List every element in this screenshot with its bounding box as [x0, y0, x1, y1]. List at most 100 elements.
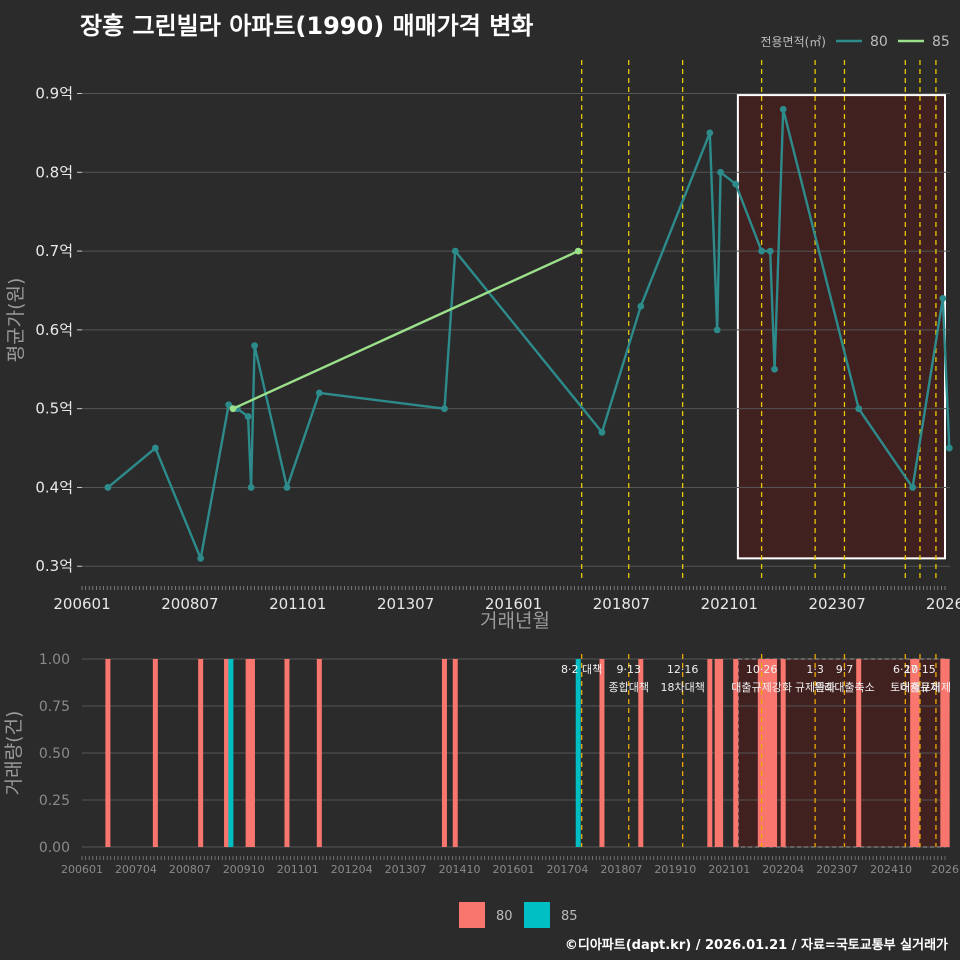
y-axis-title: 평균가(원) [5, 278, 27, 363]
bar-x-tick-label: 201807 [600, 863, 642, 876]
policy-label: 8·2 대책 [561, 663, 602, 676]
bar-x-tick-label: 2026 [931, 863, 959, 876]
policy-label: 6·27 [893, 663, 918, 676]
data-point-80 [758, 247, 766, 255]
bar-y-tick-label: 1.00 [39, 652, 70, 668]
policy-label: 규제완화 [795, 681, 835, 694]
data-point-80 [717, 168, 725, 176]
data-point-80 [225, 401, 233, 409]
bar-y-tick-label: 0.75 [39, 699, 70, 715]
bar-x-tick-label: 201204 [331, 863, 373, 876]
volume-bar-80 [914, 659, 920, 847]
chart-title: 장흥 그린빌라 아파트(1990) 매매가격 변화 [80, 12, 534, 40]
policy-label: 10·15 [904, 663, 936, 676]
volume-bar-80 [198, 659, 204, 847]
data-point-80 [637, 302, 645, 310]
policy-label: 9·13 [616, 663, 641, 676]
policy-label: 토허제 [921, 681, 951, 694]
x-tick-label: 2026 [926, 595, 960, 613]
data-point-80 [598, 428, 606, 436]
x-tick-label: 200601 [53, 595, 110, 613]
volume-bar-80 [772, 659, 778, 847]
x-tick-label: 201101 [269, 595, 326, 613]
volume-bar-80 [638, 659, 644, 847]
volume-bar-80 [780, 659, 786, 847]
volume-bar-80 [760, 659, 766, 847]
data-point-80 [732, 180, 740, 188]
policy-label: 9·7 [836, 663, 854, 676]
policy-label: 토허제 [890, 681, 920, 694]
data-point-80 [283, 484, 291, 491]
policy-label: 1·3 [806, 663, 824, 676]
data-point-80 [247, 484, 255, 491]
volume-bar-80 [718, 659, 724, 847]
bar-legend-swatch-80 [459, 902, 485, 928]
bar-y-tick-label: 0.25 [39, 793, 70, 809]
legend-title: 전용면적(㎡) [760, 35, 826, 49]
data-point-80 [771, 365, 778, 373]
bar-x-tick-label: 201601 [493, 863, 535, 876]
data-point-80 [706, 129, 714, 137]
volume-bar-80 [152, 659, 158, 847]
policy-label: 10·26 [746, 663, 778, 676]
bar-legend-label-85: 85 [561, 909, 578, 924]
volume-bar-80 [245, 659, 251, 847]
source-credit: ©디아파트(dapt.kr) / 2026.01.21 / 자료=국토교통부 실… [564, 938, 948, 953]
volume-bar-80 [316, 659, 322, 847]
volume-bar-80 [707, 659, 713, 847]
volume-bar-80 [105, 659, 111, 847]
bar-x-tick-label: 200807 [169, 863, 211, 876]
volume-bar-80 [714, 659, 720, 847]
bar-x-tick-label: 202410 [870, 863, 912, 876]
data-point-80 [151, 444, 159, 452]
volume-bar-80 [284, 659, 290, 847]
bar-x-tick-label: 201704 [546, 863, 588, 876]
data-point-80 [855, 405, 863, 413]
bar-x-tick-label: 201910 [654, 863, 696, 876]
y-tick-label: 0.6억 [35, 321, 73, 339]
data-point-80 [779, 105, 787, 113]
volume-bar-80 [224, 659, 230, 847]
y-tick-label: 0.4억 [35, 478, 73, 496]
volume-bar-80 [757, 659, 763, 847]
bar-x-tick-label: 201307 [385, 863, 427, 876]
bar-legend-swatch-85 [524, 902, 550, 928]
x-tick-label: 202307 [808, 595, 865, 613]
policy-label: 18차대책 [660, 681, 704, 694]
data-point-80 [766, 247, 774, 255]
volume-bar-80 [856, 659, 862, 847]
x-tick-label: 200807 [161, 595, 218, 613]
bar-x-tick-label: 201101 [277, 863, 319, 876]
bar-x-tick-label: 200910 [223, 863, 265, 876]
data-point-80 [315, 389, 323, 397]
x-tick-label: 202101 [701, 595, 758, 613]
data-point-80 [939, 294, 947, 302]
policy-label: 대출규제강화 [731, 681, 792, 694]
legend-label-85: 85 [932, 34, 950, 50]
y-tick-label: 0.3억 [35, 557, 73, 575]
volume-bar-80 [910, 659, 916, 847]
y-tick-label: 0.7억 [35, 242, 73, 260]
volume-bar-80 [441, 659, 447, 847]
bar-x-tick-label: 202204 [762, 863, 804, 876]
bar-y-tick-label: 0.50 [39, 746, 70, 762]
policy-label: 12·16 [667, 663, 699, 676]
volume-bar-80 [764, 659, 770, 847]
volume-bar-80 [599, 659, 605, 847]
bar-legend-label-80: 80 [496, 909, 513, 924]
volume-bar-80 [944, 659, 950, 847]
policy-label: 특례대출축소 [814, 681, 875, 694]
volume-bar-80 [767, 659, 773, 847]
data-point-80 [251, 342, 258, 350]
legend-label-80: 80 [870, 34, 888, 50]
y-tick-label: 0.8억 [35, 163, 73, 181]
policy-label: 종합대책 [608, 681, 648, 694]
data-point-85 [574, 247, 582, 255]
data-point-80 [945, 444, 953, 452]
volume-bar-80 [452, 659, 458, 847]
data-point-80 [441, 405, 448, 413]
x-axis-title: 거래년월 [480, 610, 550, 632]
y-tick-label: 0.5억 [35, 400, 73, 418]
policy-label: 대출규제 [900, 681, 940, 694]
